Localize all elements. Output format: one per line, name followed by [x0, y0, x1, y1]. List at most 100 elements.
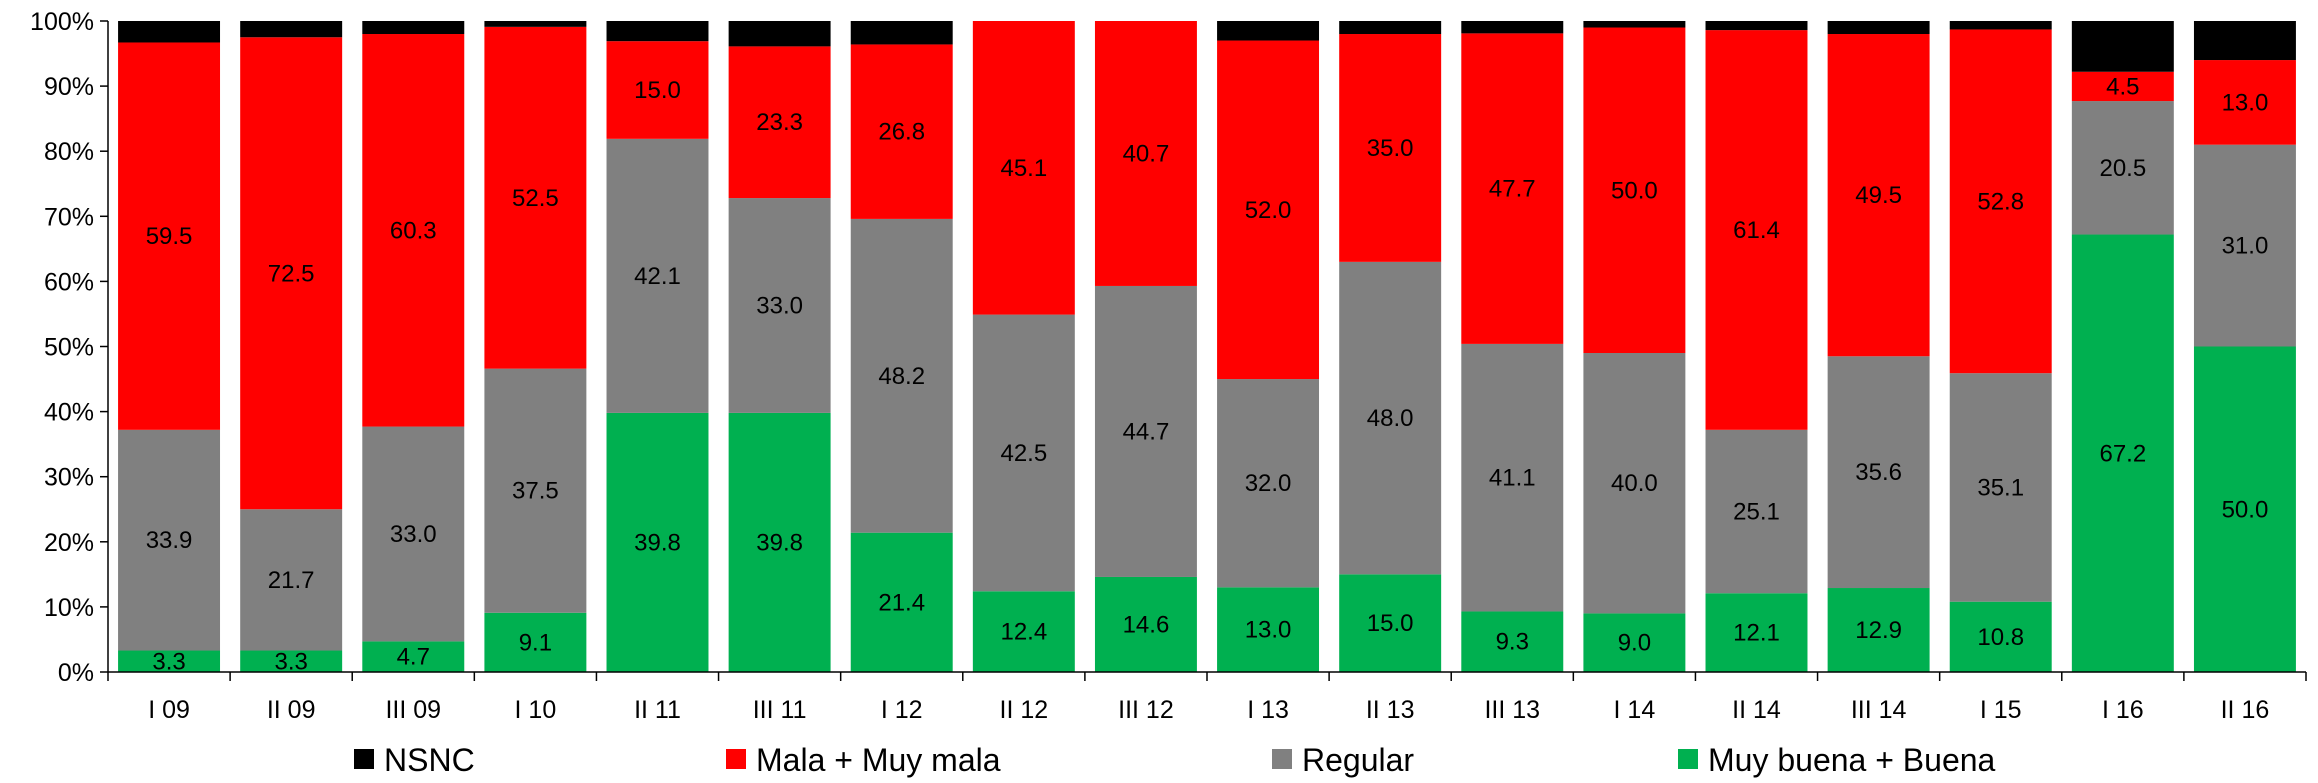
data-label: 44.7: [1123, 418, 1170, 445]
bar-segment: [728, 46, 831, 199]
data-label: 15.0: [1367, 610, 1414, 637]
bar-segment: [2071, 101, 2174, 235]
data-label: 48.0: [1367, 405, 1414, 432]
bar-segment: [1094, 576, 1197, 672]
bar-segment: [362, 34, 465, 427]
bar-segment: [728, 198, 831, 413]
bar-segment: [1583, 613, 1686, 672]
bar-segment: [850, 218, 953, 533]
bar-segment: [484, 26, 587, 369]
data-label: 35.6: [1855, 459, 1902, 486]
data-label: 13.0: [2222, 89, 2269, 116]
data-label: 52.8: [1977, 188, 2024, 215]
y-tick-label: 20%: [44, 529, 94, 557]
bar-segment: [240, 21, 343, 38]
data-label: 42.5: [1000, 440, 1047, 467]
legend-item: Mala + Muy mala: [726, 742, 1001, 778]
bar-segment: [1949, 601, 2052, 672]
bar-segment: [1094, 285, 1197, 577]
legend-item: Regular: [1272, 742, 1414, 778]
legend-swatch: [1272, 749, 1292, 769]
bar-segment: [1583, 353, 1686, 614]
y-tick-label: 30%: [44, 464, 94, 492]
bar-segment: [362, 641, 465, 672]
bar-segment: [1705, 593, 1808, 672]
bar-segment: [1461, 611, 1564, 672]
data-label: 67.2: [2099, 440, 2146, 467]
data-label: 52.0: [1245, 197, 1292, 224]
data-label: 21.4: [878, 589, 925, 616]
axes-group: 0% 10% 20% 30% 40% 50% 60% 70% 80% 90% 100% I 09 II …: [30, 8, 2307, 724]
legend-label: Regular: [1302, 742, 1414, 778]
data-label: 9.3: [1496, 629, 1529, 656]
data-label: 31.0: [2222, 233, 2269, 260]
x-tick-label: I 09: [148, 696, 190, 724]
legend-label: Muy buena + Buena: [1708, 742, 1996, 778]
bar-segment: [850, 21, 953, 45]
data-label: 14.6: [1123, 611, 1170, 638]
bar-segment: [972, 21, 1075, 315]
data-label: 40.7: [1123, 140, 1170, 167]
bar-segment: [1339, 261, 1442, 575]
y-tick-label: 10%: [44, 594, 94, 622]
data-label: 9.1: [519, 629, 552, 656]
y-tick-label: 100%: [30, 8, 94, 36]
x-tick-label: II 14: [1732, 696, 1781, 724]
data-label: 60.3: [390, 217, 437, 244]
bar-segment: [240, 509, 343, 651]
bar-segment: [240, 650, 343, 672]
data-label: 39.8: [756, 529, 803, 556]
bar-segment: [484, 21, 587, 27]
data-label: 50.0: [2222, 496, 2269, 523]
data-label: 35.1: [1977, 474, 2024, 501]
x-tick-label: III 13: [1484, 696, 1540, 724]
bar-segment: [1705, 30, 1808, 430]
bar-segment: [606, 412, 709, 672]
bar-segment: [2193, 60, 2296, 145]
bar-segment: [2071, 234, 2174, 672]
data-label: 12.1: [1733, 620, 1780, 647]
legend-label: NSNC: [384, 742, 475, 778]
data-label: 12.4: [1000, 619, 1047, 646]
y-tick-label: 40%: [44, 399, 94, 427]
bar-segment: [2193, 21, 2296, 61]
x-tick-label: III 14: [1851, 696, 1907, 724]
bar-segment: [118, 42, 221, 430]
data-label: 59.5: [146, 223, 193, 250]
bar-segment: [1827, 34, 1930, 357]
data-label: 10.8: [1977, 624, 2024, 651]
x-tick-label: III 12: [1118, 696, 1174, 724]
bar-segment: [2193, 346, 2296, 672]
data-label: 49.5: [1855, 182, 1902, 209]
bar-segment: [362, 426, 465, 642]
bar-segment: [362, 21, 465, 35]
data-label: 40.0: [1611, 470, 1658, 497]
data-label: 3.3: [152, 648, 185, 675]
data-label: 20.5: [2099, 155, 2146, 182]
data-label: 37.5: [512, 478, 559, 505]
bar-segment: [728, 412, 831, 672]
x-tick-label: I 12: [881, 696, 923, 724]
bar-segment: [1339, 21, 1442, 35]
data-label: 15.0: [634, 77, 681, 104]
bar-segment: [606, 21, 709, 42]
bar-segment: [1949, 21, 2052, 30]
data-label: 33.0: [756, 292, 803, 319]
x-tick-label: I 10: [515, 696, 557, 724]
bar-segment: [1461, 343, 1564, 612]
bar-segment: [484, 368, 587, 613]
bar-segment: [118, 429, 221, 651]
bar-segment: [972, 314, 1075, 592]
bar-segment: [240, 37, 343, 510]
bar-segment: [2193, 144, 2296, 347]
legend-item: NSNC: [354, 742, 475, 778]
x-tick-label: I 16: [2102, 696, 2144, 724]
data-label: 32.0: [1245, 470, 1292, 497]
bar-segment: [484, 612, 587, 672]
x-tick-label: III 11: [753, 696, 807, 724]
data-label: 3.3: [274, 648, 307, 675]
x-tick-label: I 15: [1980, 696, 2022, 724]
bar-segment: [1461, 21, 1564, 34]
data-label: 41.1: [1489, 465, 1536, 492]
data-label: 25.1: [1733, 499, 1780, 526]
